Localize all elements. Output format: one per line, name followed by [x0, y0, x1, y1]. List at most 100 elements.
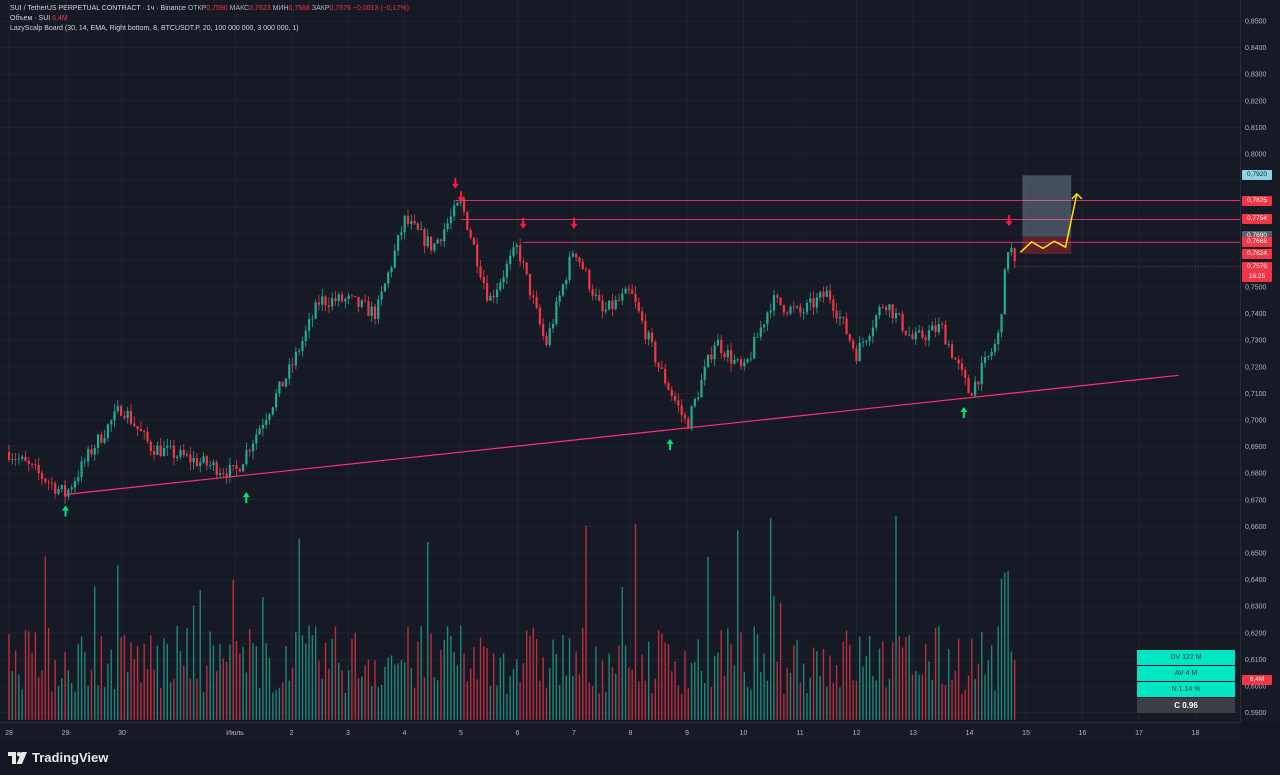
- volume-value: 6,4M: [52, 15, 68, 22]
- candle-body: [858, 342, 861, 362]
- volume-bar: [410, 668, 412, 720]
- candle-body: [218, 473, 222, 476]
- volume-bar: [367, 659, 370, 720]
- volume-bar: [239, 653, 241, 720]
- candle-body: [347, 295, 350, 299]
- volume-bar: [11, 671, 13, 720]
- legend-indicator-row[interactable]: LazyScalp Board (30, 14, EMA, Right bott…: [10, 24, 409, 34]
- candle-body: [795, 306, 799, 308]
- volume-bar: [730, 644, 732, 720]
- volume-bar: [971, 638, 973, 720]
- candle-body: [433, 243, 436, 251]
- time-scale[interactable]: 282930Июль2345678910111213141516171819: [0, 722, 1256, 743]
- volume-bar: [28, 631, 30, 720]
- candle-body: [324, 296, 327, 305]
- candle-body: [222, 473, 225, 475]
- volume-bar: [176, 626, 178, 720]
- volume-bar: [512, 669, 515, 720]
- volume-bar: [905, 637, 907, 720]
- volume-bar: [898, 636, 900, 720]
- chart-pane[interactable]: [0, 0, 1253, 722]
- candle-body: [271, 407, 274, 415]
- volume-bar: [951, 679, 953, 720]
- volume-bar: [865, 656, 868, 720]
- volume-bar: [288, 680, 290, 720]
- candle-body: [542, 324, 545, 336]
- price-tick-label: 0,8500: [1245, 19, 1267, 26]
- volume-bar: [298, 538, 300, 720]
- candle-body: [575, 253, 578, 258]
- price-tick-label: 0,6000: [1245, 684, 1267, 691]
- volume-bar: [403, 662, 406, 720]
- candle-body: [449, 216, 452, 224]
- candle-body: [209, 465, 212, 466]
- volume-bar: [61, 678, 63, 720]
- candle-body: [27, 461, 30, 464]
- high-value: 0,7623: [249, 5, 271, 12]
- volume-bar: [948, 649, 950, 720]
- volume-bar: [97, 685, 99, 720]
- price-tick-label: 0,8300: [1245, 72, 1267, 79]
- volume-bar: [631, 669, 633, 720]
- legend-volume-row[interactable]: Объем · SUI 6,4M: [10, 14, 409, 24]
- candle-body: [614, 299, 617, 310]
- candle-body: [278, 381, 281, 394]
- candle-body: [390, 267, 393, 273]
- candle-body: [311, 318, 314, 320]
- volume-bar: [911, 674, 914, 720]
- candle-body: [258, 428, 261, 435]
- volume-bar: [502, 653, 505, 720]
- candle-body: [749, 358, 753, 360]
- chart-canvas[interactable]: [0, 0, 1253, 722]
- candle-body: [357, 296, 360, 307]
- volume-bar: [717, 652, 719, 720]
- candle-body: [413, 221, 416, 224]
- volume-bar: [595, 646, 597, 720]
- volume-bar: [671, 671, 673, 720]
- volume-bar: [446, 626, 449, 720]
- volume-bar: [295, 632, 297, 720]
- candle-body: [255, 434, 258, 444]
- candle-body: [110, 420, 113, 425]
- volume-bar: [984, 674, 986, 720]
- volume-bar: [779, 603, 782, 720]
- candle-body: [680, 405, 683, 415]
- candle-body: [581, 261, 584, 270]
- price-scale[interactable]: 0,8500 0,8400 0,8300 0,8200 0,8100 0,8000 0,75…: [1240, 0, 1280, 722]
- price-tick-label: 0,7300: [1245, 338, 1267, 345]
- tradingview-logo[interactable]: TradingView: [8, 750, 108, 765]
- price-tick-label: 0,7400: [1245, 311, 1267, 318]
- price-tick-label: 0,6700: [1245, 497, 1267, 504]
- volume-bar: [489, 686, 492, 720]
- volume-bar: [525, 630, 528, 720]
- candle-body: [815, 297, 818, 308]
- price-tag: 0,7690: [1242, 231, 1272, 242]
- volume-bar: [100, 636, 103, 720]
- volume-bar: [413, 687, 416, 720]
- close-value: 0,7576: [329, 5, 351, 12]
- volume-bar: [1004, 572, 1006, 720]
- candle-body: [974, 381, 977, 396]
- candle-body: [116, 406, 119, 412]
- volume-bar: [268, 658, 271, 720]
- price-tick-label: 0,7200: [1245, 364, 1267, 371]
- candle-body: [90, 449, 93, 455]
- candle-body: [47, 481, 50, 483]
- volume-bar: [179, 650, 182, 720]
- candle-body: [327, 304, 330, 307]
- price-tick-label: 0,6900: [1245, 444, 1267, 451]
- candle-body: [364, 300, 367, 302]
- volume-bar: [651, 692, 653, 720]
- time-tick-label: 15: [1022, 730, 1030, 737]
- swing-high-arrow: [1005, 215, 1013, 227]
- candle-body: [50, 482, 53, 484]
- symbol-title[interactable]: SUI / TetherUS PERPETUAL CONTRACT · 1ч ·…: [10, 5, 186, 12]
- volume-bar: [753, 626, 755, 720]
- volume-bar: [21, 689, 23, 720]
- volume-bar: [872, 675, 874, 720]
- volume-bar: [219, 643, 221, 720]
- volume-bar: [225, 661, 228, 720]
- candle-body: [146, 431, 149, 442]
- candle-body: [492, 295, 495, 298]
- volume-bar: [901, 647, 904, 720]
